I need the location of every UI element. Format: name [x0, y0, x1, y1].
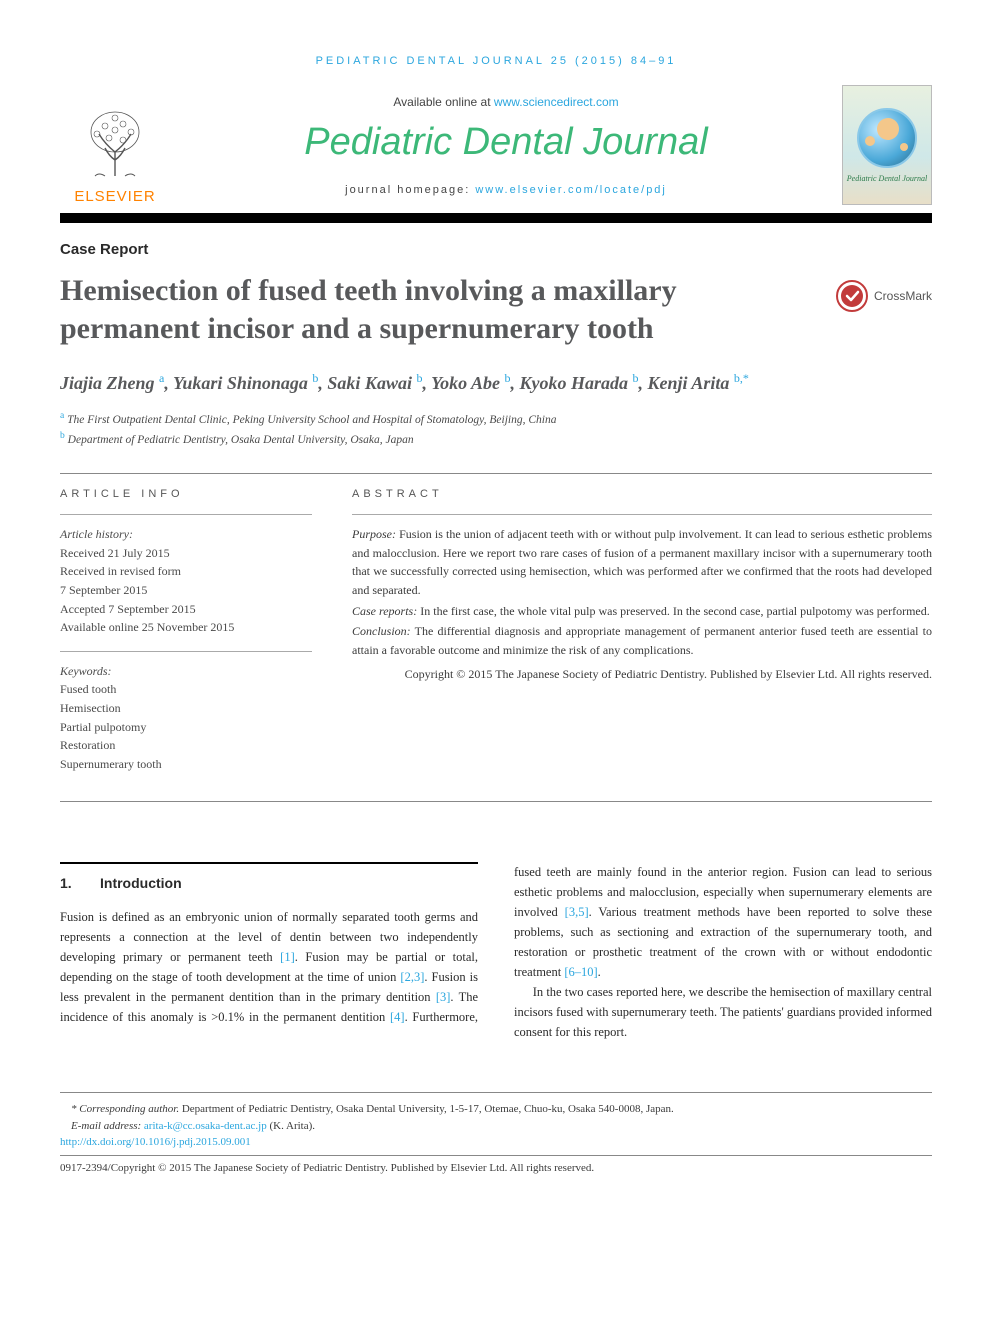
article-history: Article history:Received 21 July 2015Rec… — [60, 514, 312, 651]
affiliations: a The First Outpatient Dental Clinic, Pe… — [60, 409, 932, 449]
section-number: 1. — [60, 872, 100, 894]
corresponding-author: * Corresponding author. Department of Pe… — [60, 1101, 932, 1118]
article-title: Hemisection of fused teeth involving a m… — [60, 272, 790, 347]
homepage-prefix: journal homepage: — [345, 184, 475, 196]
sciencedirect-link[interactable]: www.sciencedirect.com — [494, 95, 619, 109]
article-info-column: ARTICLE INFO Article history:Received 21… — [60, 474, 312, 801]
section-title: Introduction — [100, 875, 182, 891]
abstract-body: Purpose: Fusion is the union of adjacent… — [352, 514, 932, 684]
citation[interactable]: [3] — [436, 990, 451, 1004]
article-type: Case Report — [60, 241, 932, 258]
corr-label: * Corresponding author. — [71, 1103, 179, 1115]
elsevier-tree-icon — [75, 104, 155, 184]
journal-cover-thumbnail: Pediatric Dental Journal — [842, 85, 932, 205]
body-paragraph-2: In the two cases reported here, we descr… — [514, 982, 932, 1042]
crossmark-badge[interactable]: CrossMark — [836, 280, 932, 312]
available-prefix: Available online at — [393, 95, 494, 109]
info-abstract-row: ARTICLE INFO Article history:Received 21… — [60, 473, 932, 802]
banner-center: Available online at www.sciencedirect.co… — [170, 95, 842, 196]
banner-rule — [60, 213, 932, 223]
publisher-name: ELSEVIER — [74, 188, 155, 205]
abstract-conclusion-label: Conclusion: — [352, 624, 411, 638]
abstract-column: ABSTRACT Purpose: Fusion is the union of… — [352, 474, 932, 801]
text-run: . — [598, 965, 601, 979]
cover-globe-icon — [857, 108, 917, 168]
journal-homepage: journal homepage: www.elsevier.com/locat… — [170, 184, 842, 196]
abstract-heading: ABSTRACT — [352, 488, 932, 500]
keywords-block: Keywords:Fused toothHemisectionPartial p… — [60, 651, 312, 788]
abstract-conclusion: The differential diagnosis and appropria… — [352, 624, 932, 657]
crossmark-label: CrossMark — [874, 289, 932, 303]
publisher-logo: ELSEVIER — [60, 85, 170, 205]
email-row: E-mail address: arita-k@cc.osaka-dent.ac… — [60, 1118, 932, 1135]
cover-label: Pediatric Dental Journal — [847, 174, 927, 183]
running-head: PEDIATRIC DENTAL JOURNAL 25 (2015) 84–91 — [60, 55, 932, 67]
abstract-case-label: Case reports: — [352, 604, 417, 618]
homepage-link[interactable]: www.elsevier.com/locate/pdj — [475, 184, 667, 196]
journal-banner: ELSEVIER Available online at www.science… — [60, 85, 932, 205]
email-link[interactable]: arita-k@cc.osaka-dent.ac.jp — [144, 1120, 267, 1132]
abstract-copyright: Copyright © 2015 The Japanese Society of… — [352, 665, 932, 684]
crossmark-icon — [836, 280, 868, 312]
footer: * Corresponding author. Department of Pe… — [60, 1092, 932, 1176]
citation[interactable]: [6–10] — [564, 965, 597, 979]
abstract-purpose-label: Purpose: — [352, 527, 396, 541]
email-label: E-mail address: — [71, 1120, 144, 1132]
section-rule — [60, 862, 478, 864]
citation[interactable]: [1] — [280, 950, 295, 964]
doi-link[interactable]: http://dx.doi.org/10.1016/j.pdj.2015.09.… — [60, 1136, 251, 1148]
citation[interactable]: [4] — [390, 1010, 405, 1024]
section-heading: 1.Introduction — [60, 872, 478, 894]
email-suffix: (K. Arita). — [267, 1120, 315, 1132]
footer-copyright: 0917-2394/Copyright © 2015 The Japanese … — [60, 1155, 932, 1177]
abstract-purpose: Fusion is the union of adjacent teeth wi… — [352, 527, 932, 597]
corr-text: Department of Pediatric Dentistry, Osaka… — [179, 1103, 674, 1115]
available-online: Available online at www.sciencedirect.co… — [170, 95, 842, 109]
article-body: 1.Introduction Fusion is defined as an e… — [60, 862, 932, 1042]
abstract-case: In the first case, the whole vital pulp … — [420, 604, 930, 618]
citation[interactable]: [3,5] — [565, 905, 589, 919]
author-list: Jiajia Zheng a, Yukari Shinonaga b, Saki… — [60, 369, 932, 397]
journal-title: Pediatric Dental Journal — [170, 121, 842, 164]
citation[interactable]: [2,3] — [400, 970, 424, 984]
article-info-heading: ARTICLE INFO — [60, 488, 312, 500]
